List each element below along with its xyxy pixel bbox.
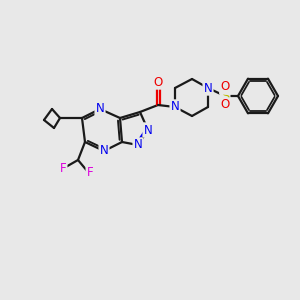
Text: N: N: [144, 124, 152, 136]
Text: F: F: [60, 161, 66, 175]
Text: N: N: [171, 100, 179, 113]
Text: N: N: [134, 139, 142, 152]
Text: N: N: [204, 82, 212, 94]
Text: O: O: [220, 98, 230, 112]
Text: O: O: [220, 80, 230, 94]
Text: N: N: [96, 103, 104, 116]
Text: N: N: [100, 145, 108, 158]
Text: O: O: [153, 76, 163, 88]
Text: S: S: [221, 89, 229, 103]
Text: F: F: [87, 166, 93, 178]
